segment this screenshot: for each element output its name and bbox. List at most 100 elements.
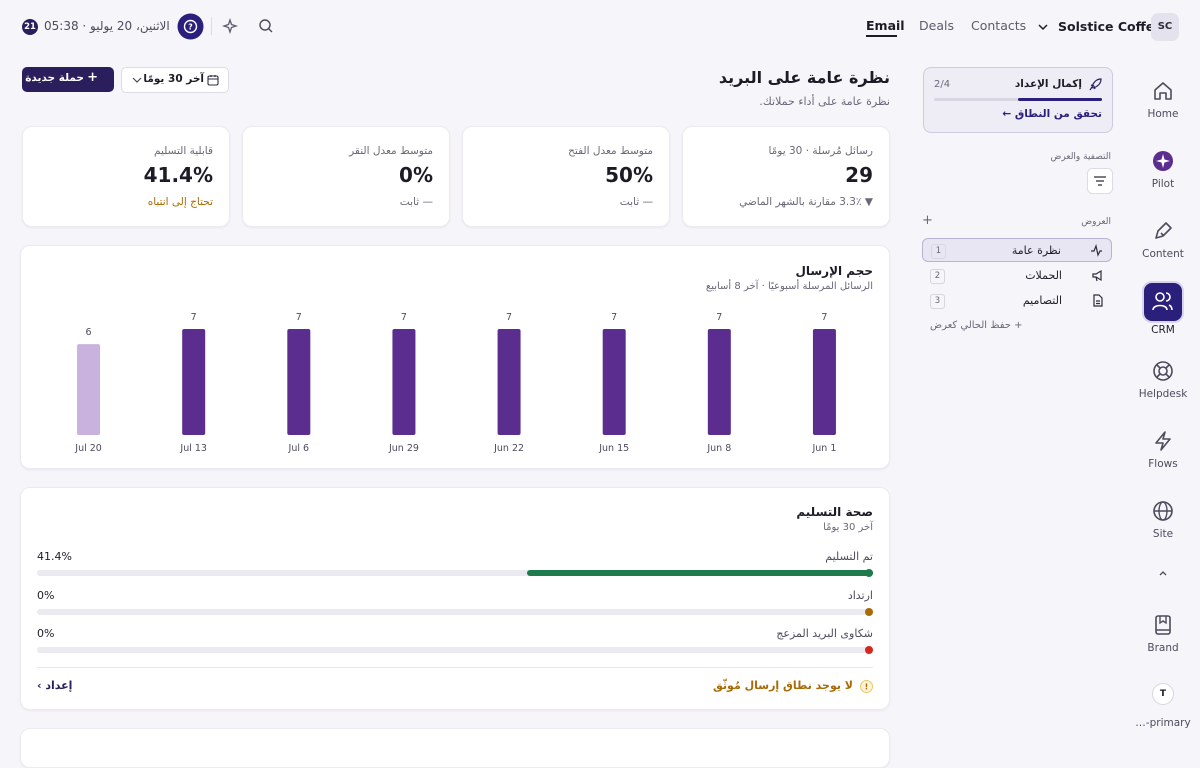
- nav-label: Site: [1152, 528, 1174, 540]
- nav-site[interactable]: Site: [1128, 500, 1198, 540]
- workspace-chevron[interactable]: [1037, 21, 1049, 33]
- tab-contacts[interactable]: Contacts: [971, 18, 1026, 33]
- nav-collapse[interactable]: [1157, 568, 1169, 578]
- view-campaigns[interactable]: الحملات 2: [922, 264, 1112, 288]
- nav-crm[interactable]: CRM: [1128, 324, 1198, 336]
- tab-label: Contacts: [971, 18, 1027, 33]
- add-view[interactable]: +: [922, 213, 933, 228]
- nav-label: Helpdesk: [1138, 388, 1188, 400]
- row-label: شكاوى البريد المزعج: [776, 627, 873, 640]
- x-tick-label: Jun 8: [706, 443, 731, 454]
- next-card: [20, 728, 890, 768]
- x-tick-label: Jul 13: [179, 443, 207, 454]
- calendar-icon: [207, 75, 219, 86]
- nav-label: Pilot: [1151, 178, 1175, 190]
- setup-action[interactable]: إعداد ›: [37, 679, 73, 692]
- setup-card[interactable]: إكمال الإعداد 2/4 تحقق من النطاق ←: [923, 67, 1113, 133]
- kpi-card: قابلية التسليم 41.4% تحتاج إلى انتباه: [22, 126, 230, 227]
- nav-helpdesk[interactable]: Helpdesk: [1128, 360, 1198, 400]
- nav-pilot[interactable]: Pilot: [1128, 150, 1198, 190]
- nav-label: Brand: [1147, 642, 1179, 654]
- nav-icon: [1153, 361, 1173, 381]
- date-range-button[interactable]: آخر 30 يومًا: [121, 67, 229, 93]
- row-value: 0%: [37, 588, 55, 602]
- deliverability-card: صحة التسليم آخر 30 يومًا تم التسليم 41.4%…: [20, 487, 890, 710]
- view-icon: [1091, 244, 1102, 257]
- nav-label: Flows: [1148, 458, 1178, 470]
- view-icon: [1092, 269, 1102, 282]
- card-title: صحة التسليم: [796, 505, 873, 519]
- nav-home[interactable]: Home: [1128, 80, 1198, 120]
- active-tab-underline: [866, 35, 897, 37]
- view-label: نظرة عامة: [1011, 244, 1061, 257]
- nav-label: Content: [1142, 248, 1184, 260]
- card-subtitle: آخر 30 يومًا: [823, 522, 873, 533]
- workspace-avatar[interactable]: SC: [1151, 13, 1179, 41]
- value-label: 7: [296, 312, 302, 323]
- save-view[interactable]: + حفظ الحالي كعرض: [930, 320, 1023, 331]
- row-dot: [865, 646, 873, 654]
- user-avatar[interactable]: T: [1152, 683, 1174, 705]
- bar: [497, 329, 521, 435]
- kpi-note: — ثابت: [619, 196, 653, 208]
- chart: 6 Jul 20 7 Jul 13 7 Jul 6 7 Jun 29 7 Jun 22 7 Jun 1…: [74, 312, 836, 454]
- page-subtitle: نظرة عامة على أداء حملاتك.: [759, 95, 890, 108]
- bar: [707, 329, 731, 435]
- setup-progress-fill: [1018, 98, 1102, 101]
- kpi-label: رسائل مُرسلة · 30 يومًا: [768, 145, 873, 157]
- kpi-label: متوسط معدل الفتح: [568, 145, 653, 157]
- row-track: [37, 569, 873, 577]
- chart-card: حجم الإرسال الرسائل المرسلة أسبوعيًا · آ…: [20, 245, 890, 469]
- row-dot: [865, 569, 873, 577]
- row-track: [37, 646, 873, 654]
- kpi-note: تحتاج إلى انتباه: [147, 196, 213, 208]
- svg-text:?: ?: [188, 23, 193, 32]
- chart-title: حجم الإرسال: [795, 264, 873, 278]
- view-count: 1: [931, 244, 946, 259]
- warning-icon: !: [860, 680, 873, 693]
- nav-flows[interactable]: Flows: [1128, 430, 1198, 470]
- divider: [37, 667, 873, 668]
- workspace-name[interactable]: Solstice Coffee: [1058, 19, 1163, 34]
- page: { "topbar": { "badge": "21", "datetime":…: [20, 13, 1198, 768]
- row-bar: [526, 570, 873, 576]
- kpi-value: 0%: [399, 163, 433, 187]
- chart-subtitle: الرسائل المرسلة أسبوعيًا · آخر 8 أسابيع: [705, 281, 873, 292]
- button-label: آخر 30 يومًا: [143, 73, 204, 85]
- setup-progress: 2/4: [934, 79, 951, 90]
- search-button[interactable]: [258, 18, 274, 34]
- page-title: نظرة عامة على البريد: [718, 68, 890, 87]
- x-tick-label: Jun 29: [388, 443, 419, 454]
- nav-crm-active[interactable]: [1144, 283, 1182, 321]
- value-label: 7: [401, 312, 407, 323]
- nav-icon: [1155, 615, 1171, 635]
- views-title: العروض: [1081, 217, 1111, 227]
- tab-email[interactable]: Email: [866, 18, 905, 33]
- new-campaign-button[interactable]: حملة جديدة +: [22, 67, 114, 92]
- button-label: حملة جديدة: [25, 72, 84, 84]
- row-label: ارتداد: [847, 588, 873, 602]
- kpi-value: 41.4%: [143, 163, 213, 187]
- nav-content[interactable]: Content: [1128, 220, 1198, 260]
- x-tick-label: Jul 20: [74, 443, 102, 454]
- filter-button[interactable]: [1087, 168, 1113, 194]
- svg-text:!: !: [865, 683, 869, 692]
- kpi-card: متوسط معدل الفتح 50% — ثابت: [462, 126, 670, 227]
- x-tick-label: Jun 1: [811, 443, 836, 454]
- row-label: تم التسليم: [825, 550, 873, 563]
- divider: [211, 17, 212, 35]
- tab-deals[interactable]: Deals: [919, 18, 954, 33]
- setup-link[interactable]: تحقق من النطاق ←: [1002, 108, 1102, 120]
- warning-text: لا يوجد نطاق إرسال مُوثّق: [713, 679, 853, 692]
- view-overview[interactable]: نظرة عامة 1: [922, 238, 1112, 262]
- view-designs[interactable]: التصاميم 3: [922, 289, 1112, 313]
- datetime: الاثنين، 20 يوليو · 05:38: [44, 19, 170, 33]
- ai-button[interactable]: [222, 18, 238, 34]
- view-count: 2: [930, 269, 945, 284]
- nav-icon: [1153, 151, 1173, 171]
- user-label: …-primary: [1128, 717, 1198, 729]
- help-button[interactable]: ?: [177, 13, 204, 40]
- kpi-label: قابلية التسليم: [153, 145, 213, 157]
- x-tick-label: Jul 6: [288, 443, 310, 454]
- nav-brand[interactable]: Brand: [1128, 614, 1198, 654]
